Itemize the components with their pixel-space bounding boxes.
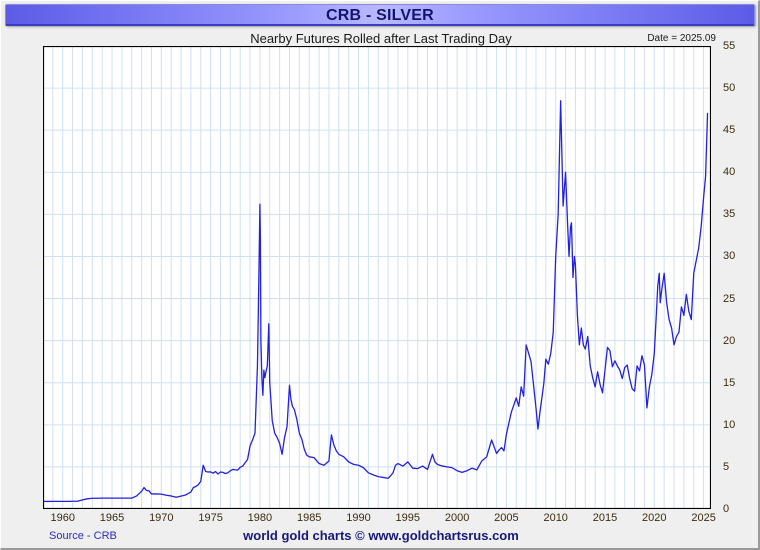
x-tick-label: 2025 (691, 512, 716, 524)
y-tick-label: 45 (723, 124, 736, 137)
y-tick-label: 35 (723, 208, 736, 221)
x-tick-label: 2015 (592, 512, 618, 524)
window-title: CRB - SILVER (326, 7, 434, 24)
window-titlebar: CRB - SILVER (5, 4, 755, 26)
x-tick-label: 1985 (296, 512, 322, 524)
plot-area (43, 46, 711, 509)
y-tick-label: 15 (723, 376, 736, 389)
chart-svg (43, 46, 711, 509)
y-tick-label: 50 (723, 82, 736, 95)
x-tick-label: 2005 (494, 512, 519, 524)
y-tick-label: 30 (723, 250, 736, 263)
x-tick-label: 1975 (198, 512, 223, 524)
y-tick-label: 25 (723, 292, 736, 305)
date-annotation: Date = 2025.09 (647, 33, 716, 44)
chart-subtitle: Nearby Futures Rolled after Last Trading… (250, 31, 512, 46)
y-tick-label: 10 (723, 418, 736, 431)
x-tick-label: 1995 (395, 512, 421, 524)
y-tick-label: 40 (723, 166, 736, 179)
x-tick-label: 1990 (346, 512, 371, 524)
x-tick-label: 1965 (99, 512, 125, 524)
x-tick-label: 1970 (149, 512, 174, 524)
x-tick-label: 1960 (50, 512, 75, 524)
source-label: Source - CRB (49, 530, 117, 542)
x-tick-label: 2000 (444, 512, 470, 524)
y-tick-label: 55 (723, 40, 736, 52)
y-tick-label: 0 (723, 503, 730, 515)
credit-label: world gold charts © www.goldchartsrus.co… (243, 528, 519, 543)
x-tick-label: 2020 (642, 512, 667, 524)
x-tick-label: 2010 (543, 512, 568, 524)
x-tick-label: 1980 (247, 512, 273, 524)
y-tick-label: 20 (723, 334, 736, 347)
y-tick-label: 5 (723, 460, 730, 473)
